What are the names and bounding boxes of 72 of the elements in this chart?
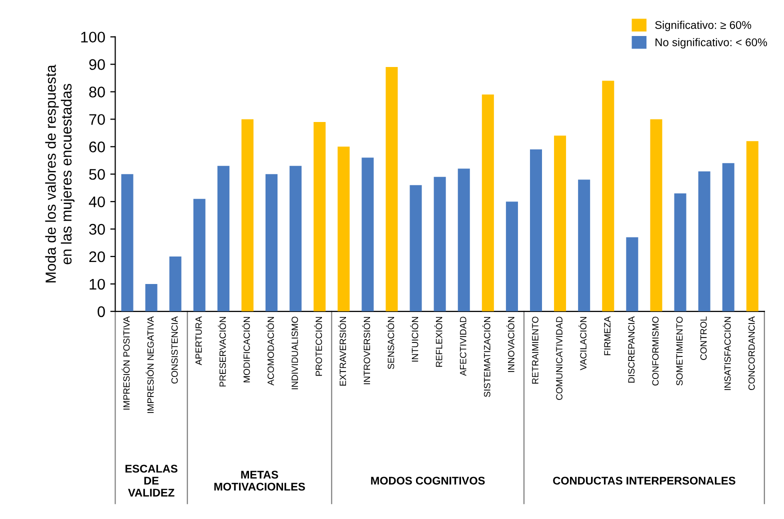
bar (145, 284, 158, 312)
bar (530, 149, 542, 312)
y-tick-label: 20 (89, 251, 105, 262)
x-tick-label: MODIFICACIÓN (242, 316, 250, 382)
y-tick-label: 100 (81, 32, 105, 43)
y-tick-label: 0 (98, 306, 105, 318)
y-tick-label: 10 (90, 278, 105, 290)
bar (338, 146, 350, 312)
bar (241, 119, 254, 312)
x-tick-label: SISTEMATIZACIÓN (482, 316, 490, 397)
y-tick-label: 40 (88, 196, 105, 208)
x-tick-label: COMUNICATIVIDAD (556, 316, 562, 400)
x-tick-label: FIRMEZA (604, 316, 610, 356)
x-tick-label: INTROVERSIÓN (362, 317, 370, 384)
x-tick-label: ACOMODACIÓN (266, 317, 274, 386)
x-tick-label: IMPRESIÓN NEGATIVA (146, 316, 154, 413)
bar (314, 122, 326, 312)
bar (626, 237, 638, 312)
bar (121, 174, 134, 312)
x-tick-label: SENSACIÓN (386, 317, 394, 370)
x-tick-label: INSATISFACCIÓN (722, 317, 731, 390)
bar (193, 198, 206, 312)
x-tick-label: CONFORMISMO (652, 316, 659, 386)
legend-label: No significativo: < 60% (656, 38, 767, 48)
bar (434, 176, 446, 312)
bar (362, 158, 374, 312)
bar (482, 94, 494, 312)
y-tick-label: 80 (89, 86, 105, 98)
y-tick-label: 70 (89, 114, 105, 125)
x-tick-label: CONSISTENCIA (171, 316, 178, 384)
y-tick-label: 60 (89, 142, 105, 152)
y-tick-label: 50 (89, 168, 105, 180)
bar (722, 163, 734, 312)
bar (290, 166, 302, 312)
bar (602, 80, 614, 312)
x-tick-label: CONCORDANCIA (748, 316, 755, 390)
text: CONDUCTAS INTERPERSONALES (553, 476, 736, 485)
bar (578, 180, 590, 312)
x-tick-label: SOMETIMIENTO (676, 316, 683, 386)
x-tick-label: INNOVACIÓN (506, 317, 514, 372)
x-tick-label: INDIVIDUALISMO (292, 316, 298, 390)
x-tick-label: RETRAIMIENTO (532, 316, 538, 384)
bar (169, 256, 182, 312)
x-tick-label: PRESERVACIÓN (218, 317, 226, 386)
bar (650, 119, 662, 312)
x-tick-label: PROTECCIÓN (314, 317, 322, 376)
x-tick-label: VACILACIÓN (578, 317, 587, 370)
text: ESCALAS DE VALIDEZ (126, 464, 178, 496)
text: MODOS COGNITIVOS (371, 476, 485, 485)
bar (386, 67, 398, 312)
bar (410, 185, 422, 312)
bar (554, 136, 566, 312)
y-tick-label: 90 (89, 59, 105, 70)
bar (698, 171, 710, 312)
y-tick-label: 30 (89, 224, 105, 235)
x-tick-label: CONTROL (700, 316, 707, 360)
x-tick-label: REFLEXIÓN (434, 316, 442, 367)
bar (458, 168, 470, 312)
legend-label: Significativo: ≥ 60% (655, 20, 752, 32)
text: METAS MOTIVACIONLES (214, 470, 305, 491)
bar (674, 193, 686, 312)
bar (506, 202, 518, 312)
x-tick-label: DISCREPANCIA (628, 316, 635, 383)
x-tick-label: EXTRAVERSIÓN (338, 317, 346, 386)
bar (266, 174, 278, 312)
y-axis-title: Moda de los valores de respuesta en las mujeres encuestadas (45, 64, 74, 282)
x-tick-label: INTUICIÓN (410, 316, 418, 362)
x-tick-label: IMPRESIÓN POSITIVA (122, 316, 130, 410)
x-tick-label: APERTURA (196, 316, 202, 366)
bar (217, 166, 230, 312)
x-tick-label: AFECTIVIDAD (460, 316, 466, 376)
bar (746, 141, 758, 312)
